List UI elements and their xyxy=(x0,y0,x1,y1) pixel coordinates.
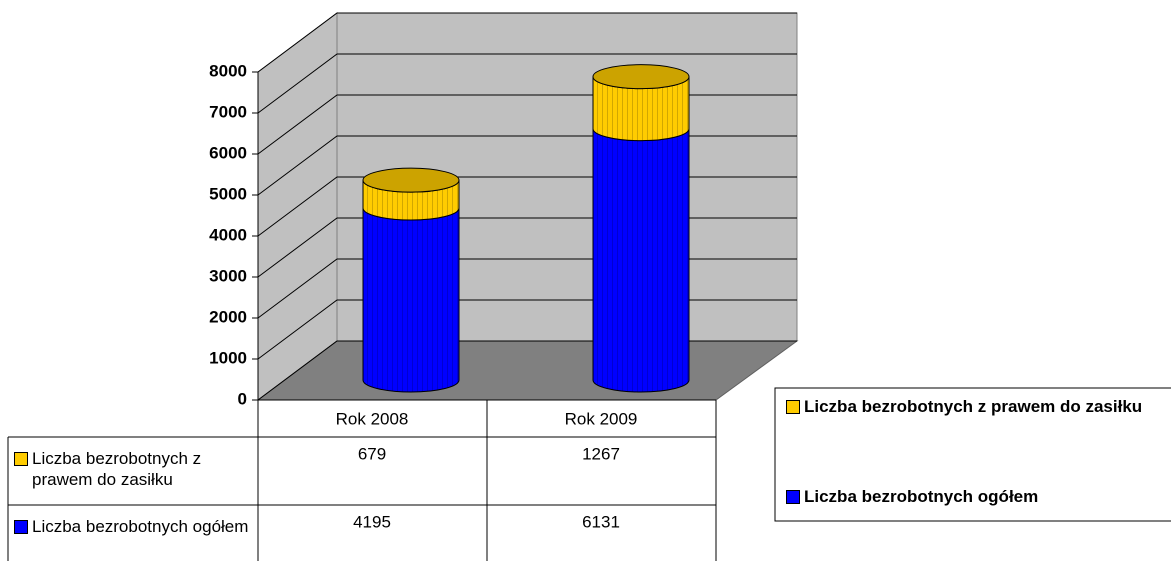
cylinder-top xyxy=(362,167,460,193)
legend-label: Liczba bezrobotnych ogółem xyxy=(804,487,1039,506)
table-value: 679 xyxy=(358,444,386,463)
cylinder-stripes xyxy=(593,128,689,392)
legend-label: Liczba bezrobotnych z prawem do zasiłku xyxy=(804,397,1143,416)
data-table: Rok 2008 Rok 2009 679 1267 4195 6131 xyxy=(7,399,717,561)
cylinder-segment xyxy=(362,207,460,393)
y-tick-label: 7000 xyxy=(209,102,247,121)
y-tick-label: 4000 xyxy=(209,225,247,244)
legend-swatch xyxy=(786,490,800,504)
table-value: 6131 xyxy=(582,512,620,531)
cylinder-stripes xyxy=(363,180,459,221)
cylinder-stripes xyxy=(363,208,459,392)
grid-line xyxy=(257,53,797,114)
marks xyxy=(362,64,690,393)
table-row-label: Liczba bezrobotnych z prawem do zasiłku xyxy=(32,449,202,489)
table-value: 1267 xyxy=(582,444,620,463)
table-value: 4195 xyxy=(353,512,391,531)
legend-swatch xyxy=(786,400,800,414)
grid-line xyxy=(257,12,797,73)
table-swatch xyxy=(14,520,28,534)
y-tick-label: 3000 xyxy=(209,266,247,285)
y-tick-label: 6000 xyxy=(209,143,247,162)
floor xyxy=(256,340,799,401)
cylinder-top xyxy=(592,64,690,90)
legend-box xyxy=(774,387,1171,522)
y-tick-label: 1000 xyxy=(209,348,247,367)
table-row-label: Liczba bezrobotnych ogółem xyxy=(32,517,249,536)
cylinder-segment xyxy=(592,64,690,142)
table-header: Rok 2008 xyxy=(336,409,409,428)
y-tick-label: 2000 xyxy=(209,307,247,326)
y-tick-label: 5000 xyxy=(209,184,247,203)
cylinder-stripes xyxy=(593,76,689,141)
table-header: Rok 2009 xyxy=(565,409,638,428)
y-tick-label: 8000 xyxy=(209,61,247,80)
cylinder-segment xyxy=(592,128,690,393)
y-tick-label: 0 xyxy=(238,389,247,408)
cylinder-segment xyxy=(362,167,460,221)
table-swatch xyxy=(14,452,28,466)
